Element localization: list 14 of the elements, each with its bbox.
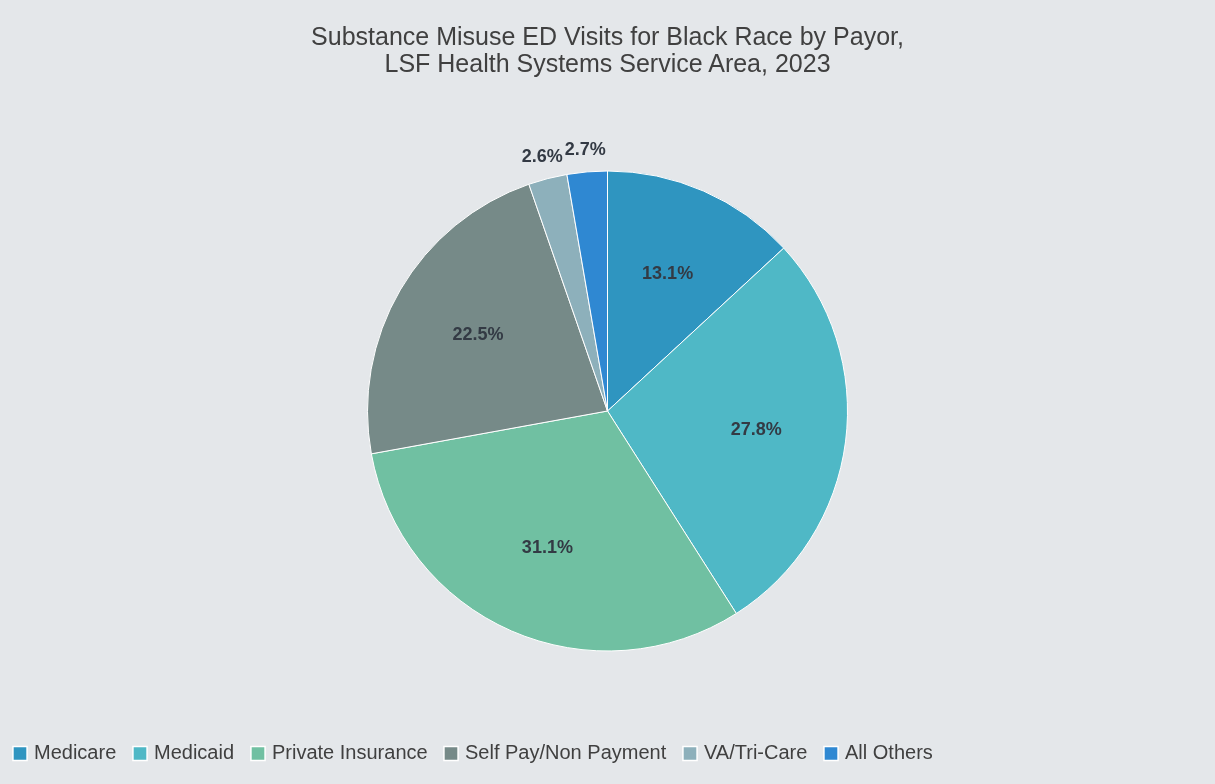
legend-label: Private Insurance [272,741,428,764]
legend-label: All Others [845,741,933,764]
data-label: 2.6% [521,146,563,167]
legend-label: VA/Tri-Care [704,741,808,764]
data-label: 22.5% [452,324,504,345]
data-label: 27.8% [730,419,782,440]
legend-label: Self Pay/Non Payment [465,741,667,764]
text: Substance Misuse ED Visits for Black Race by Payor, [311,22,904,50]
data-label: 2.7% [564,138,606,159]
legend-label: Medicaid [154,741,235,764]
text: LSF Health Systems Service Area, 2023 [384,49,831,77]
legend-label: Medicare [34,741,117,764]
data-label: 13.1% [642,262,694,283]
data-label: 31.1% [521,537,573,558]
